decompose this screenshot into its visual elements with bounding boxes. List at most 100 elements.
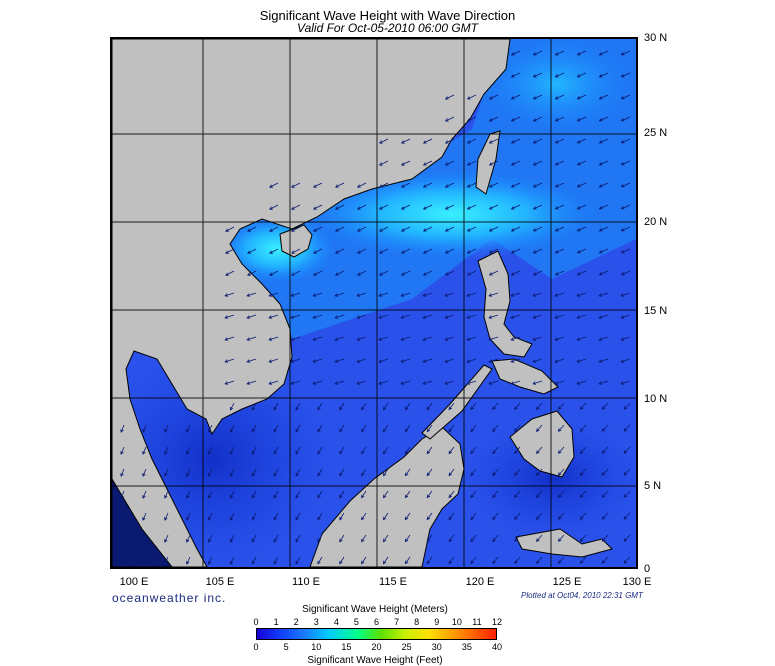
arrow-head	[488, 381, 493, 385]
arrow-shaft	[164, 424, 169, 433]
arrow-shaft	[448, 446, 455, 454]
arrow-head	[295, 450, 299, 455]
arrow-head	[356, 272, 361, 276]
arrow-head	[361, 516, 365, 521]
arrow-shaft	[621, 116, 631, 122]
arrow-shaft	[339, 446, 345, 454]
arrow-head	[295, 406, 299, 411]
arrow-shaft	[448, 534, 455, 542]
arrow-shaft	[576, 292, 587, 297]
arrow-head	[313, 184, 317, 188]
arrow-shaft	[555, 248, 565, 254]
arrow-head	[514, 538, 518, 543]
meter-tick: 8	[414, 617, 420, 627]
arrow-head	[532, 118, 537, 122]
arrow-shaft	[400, 336, 411, 341]
meter-tick: 5	[353, 617, 359, 627]
arrow-shaft	[401, 270, 411, 276]
arrow-head	[492, 428, 496, 433]
arrow-shaft	[554, 358, 565, 363]
arrow-head	[620, 206, 625, 210]
arrow-shaft	[208, 512, 213, 521]
map-subtitle: Valid For Oct-05-2010 06:00 GMT	[297, 21, 478, 35]
arrow-head	[557, 538, 562, 542]
arrow-shaft	[623, 468, 631, 476]
arrow-shaft	[536, 446, 543, 454]
arrow-shaft	[577, 204, 587, 210]
arrow-shaft	[313, 270, 323, 276]
arrow-head	[470, 516, 474, 521]
arrow-shaft	[621, 138, 631, 144]
arrow-head	[601, 472, 606, 476]
arrow-shaft	[470, 534, 477, 542]
arrow-head	[554, 250, 559, 254]
arrow-head	[620, 381, 625, 385]
arrow-head	[576, 162, 581, 166]
arrow-shaft	[230, 446, 235, 455]
arrow-head	[378, 359, 383, 363]
arrow-head	[448, 494, 452, 499]
arrow-shaft	[422, 336, 433, 341]
arrow-shaft	[383, 490, 389, 498]
arrow-head	[291, 228, 295, 232]
arrow-shaft	[361, 424, 367, 432]
arrow-head	[339, 450, 343, 455]
arrow-head	[554, 315, 559, 319]
arrow-shaft	[470, 556, 477, 564]
arrow-shaft	[514, 446, 521, 454]
arrow-head	[514, 428, 518, 433]
arrow-head	[466, 184, 471, 188]
arrow-head	[488, 228, 493, 232]
arrow-head	[251, 560, 256, 565]
arrow-head	[422, 184, 427, 188]
arrow-shaft	[577, 226, 587, 232]
arrow-head	[251, 516, 256, 521]
arrow-shaft	[601, 534, 609, 542]
arrow-head	[598, 162, 603, 166]
arrow-head	[383, 560, 387, 565]
arrow-shaft	[401, 138, 411, 144]
arrow-shaft	[295, 534, 301, 543]
arrow-head	[356, 184, 361, 188]
arrow-head	[246, 315, 251, 319]
arrow-head	[576, 184, 581, 188]
wave-height-map	[110, 37, 638, 569]
arrow-head	[576, 96, 581, 100]
arrow-shaft	[444, 314, 455, 319]
arrow-head	[361, 494, 365, 499]
arrow-shaft	[290, 380, 301, 385]
arrow-shaft	[536, 468, 543, 476]
arrow-shaft	[489, 182, 499, 188]
arrow-head	[576, 140, 581, 144]
arrow-shaft	[536, 512, 543, 520]
arrow-head	[361, 560, 365, 565]
arrow-shaft	[317, 424, 323, 433]
arrow-shaft	[268, 314, 279, 319]
arrow-shaft	[576, 358, 587, 363]
arrow-head	[422, 206, 427, 210]
arrow-shaft	[489, 270, 499, 276]
arrow-head	[448, 450, 452, 455]
arrow-shaft	[533, 94, 543, 100]
arrow-shaft	[142, 512, 147, 521]
arrow-shaft	[313, 248, 323, 254]
arrow-shaft	[510, 292, 521, 297]
arrow-head	[273, 428, 277, 433]
arrow-head	[598, 118, 603, 122]
arrow-head	[466, 272, 471, 276]
arrow-shaft	[510, 336, 521, 341]
arrow-head	[339, 406, 343, 411]
arrow-head	[356, 206, 361, 210]
arrow-head	[598, 293, 603, 297]
arrow-shaft	[251, 402, 257, 411]
arrow-shaft	[558, 534, 565, 542]
arrow-shaft	[601, 424, 609, 432]
arrow-shaft	[273, 468, 279, 477]
arrow-head	[208, 516, 212, 521]
arrow-head	[383, 538, 387, 543]
arrow-shaft	[401, 160, 411, 166]
map-canvas	[112, 39, 636, 567]
arrow-head	[557, 472, 562, 476]
arrow-shaft	[532, 336, 543, 341]
arrow-shaft	[251, 490, 257, 499]
